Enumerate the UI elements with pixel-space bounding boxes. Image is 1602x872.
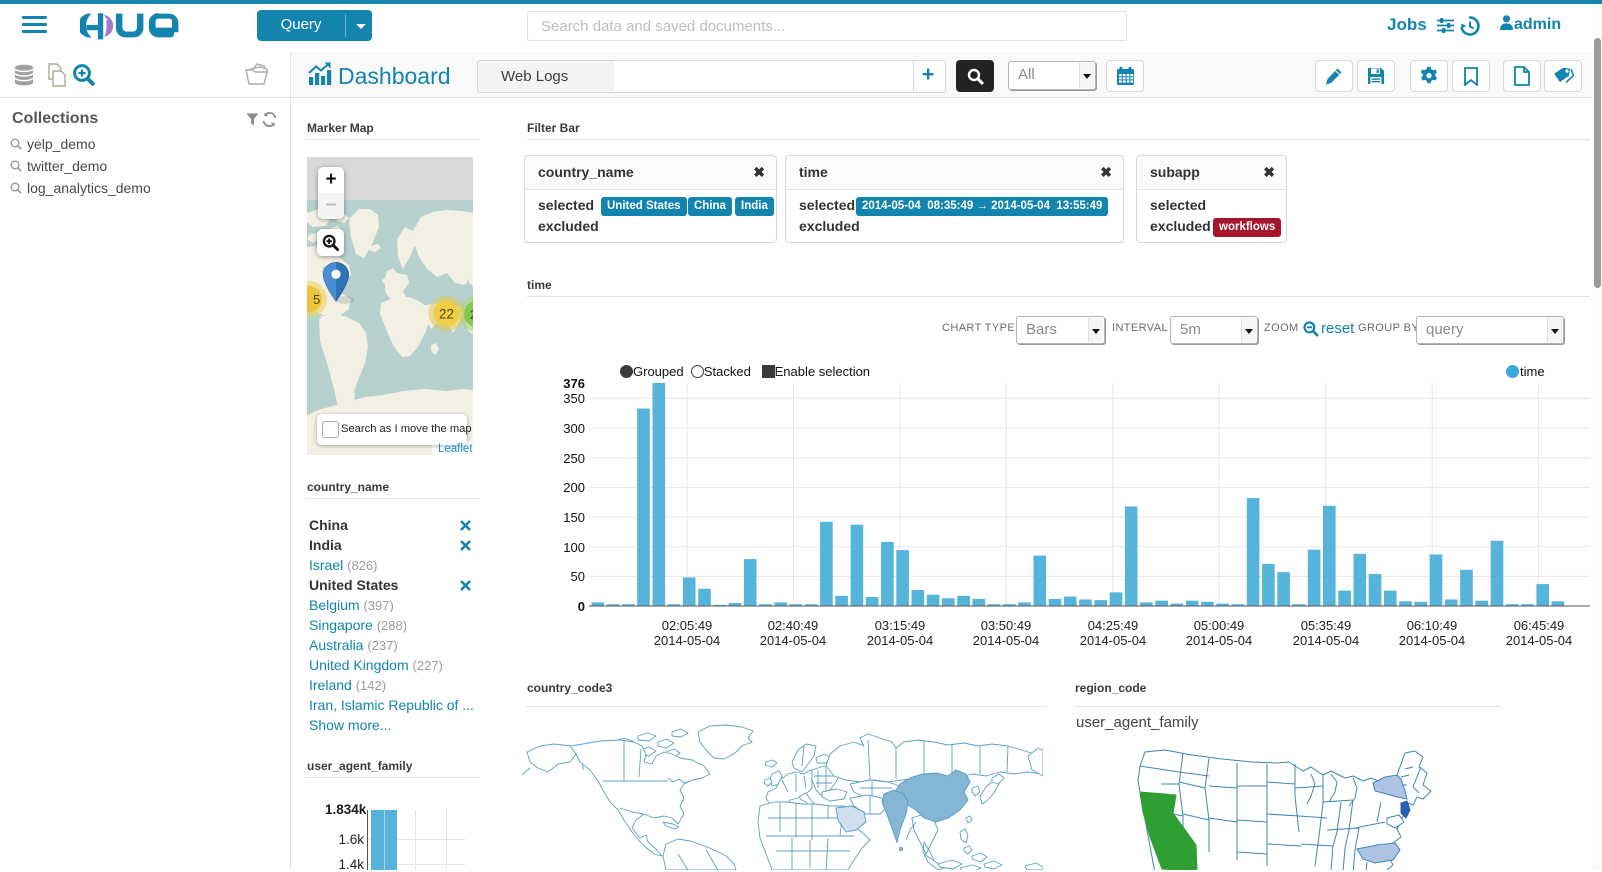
svg-text:22: 22 <box>439 307 454 322</box>
svg-text:2: 2 <box>470 307 473 322</box>
svg-text:5: 5 <box>313 292 320 307</box>
